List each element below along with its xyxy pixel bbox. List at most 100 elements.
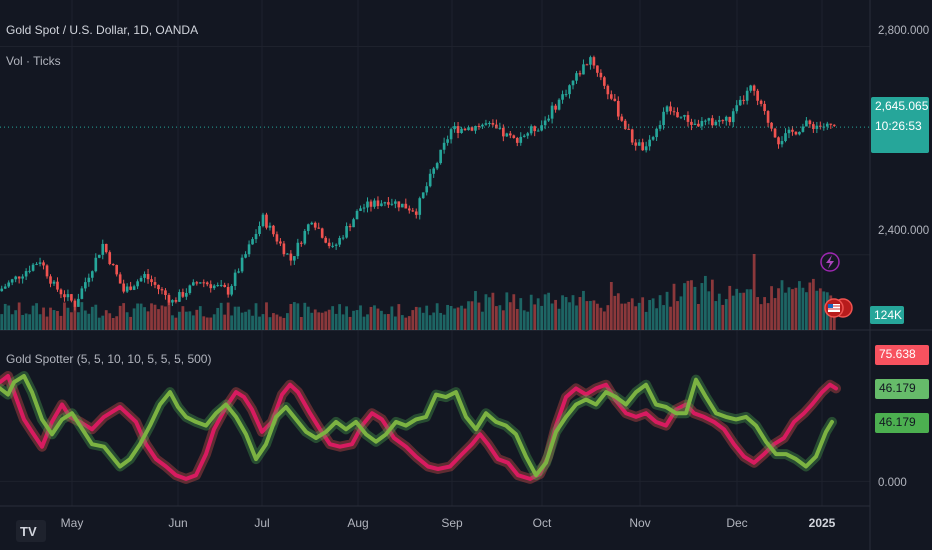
volume-bar bbox=[63, 302, 66, 330]
candle-body bbox=[832, 124, 836, 126]
price-tick-2400: 2,400.000 bbox=[878, 225, 929, 237]
candle-body bbox=[418, 198, 422, 215]
indicator-line-red bbox=[0, 374, 838, 481]
volume-bar bbox=[550, 303, 554, 330]
volume-bar bbox=[164, 306, 167, 330]
candle-body bbox=[10, 279, 14, 283]
volume-bar bbox=[798, 281, 801, 330]
us-flag-icon[interactable] bbox=[824, 298, 853, 318]
candle-body bbox=[118, 274, 122, 284]
volume-bar bbox=[498, 305, 502, 330]
volume-bar bbox=[320, 312, 324, 330]
candle-body bbox=[223, 284, 226, 288]
volume-bar bbox=[292, 302, 296, 330]
volume-bar bbox=[599, 307, 603, 330]
volume-bar bbox=[334, 313, 338, 330]
candle-body bbox=[731, 111, 735, 123]
volume-bar bbox=[540, 305, 544, 330]
volume-bar bbox=[17, 302, 21, 330]
candle-body bbox=[596, 65, 599, 73]
volume-bar bbox=[693, 286, 697, 330]
candle-body bbox=[205, 282, 209, 285]
volume-bar bbox=[70, 312, 73, 330]
volume-bar bbox=[66, 307, 70, 330]
volume-bar bbox=[439, 312, 443, 330]
candle-body bbox=[348, 226, 352, 228]
indicator-line-green bbox=[0, 374, 834, 478]
volume-bar bbox=[83, 310, 87, 330]
lightning-event-icon[interactable] bbox=[820, 252, 840, 272]
candle-body bbox=[369, 201, 373, 207]
volume-bar bbox=[341, 314, 345, 330]
candle-body bbox=[167, 295, 171, 303]
candle-body bbox=[669, 106, 672, 112]
price-tick-2800: 2,800.000 bbox=[878, 25, 929, 37]
candle-body bbox=[7, 282, 11, 287]
candle-body bbox=[268, 225, 272, 228]
volume-legend[interactable]: Vol · Ticks bbox=[6, 54, 61, 68]
volume-bar bbox=[94, 304, 98, 330]
candle-body bbox=[568, 85, 571, 95]
candle-body bbox=[258, 226, 261, 234]
volume-bar bbox=[383, 314, 387, 330]
candle-body bbox=[320, 228, 324, 238]
candle-body bbox=[261, 214, 265, 227]
volume-bar bbox=[348, 316, 352, 330]
candle-body bbox=[341, 237, 345, 239]
candle-body bbox=[585, 64, 589, 66]
volume-bar bbox=[359, 305, 362, 330]
symbol-title[interactable]: Gold Spot / U.S. Dollar, 1D, OANDA bbox=[6, 23, 199, 37]
candle-body bbox=[212, 285, 216, 289]
candle-body bbox=[599, 72, 603, 78]
candle-body bbox=[582, 64, 585, 75]
candle-body bbox=[52, 281, 56, 284]
candle-body bbox=[230, 285, 233, 295]
volume-bar bbox=[728, 285, 732, 330]
candle-body bbox=[373, 200, 376, 207]
volume-bar bbox=[303, 302, 307, 330]
volume-bar bbox=[73, 306, 77, 330]
volume-bar bbox=[742, 292, 746, 330]
volume-bar bbox=[184, 311, 188, 330]
candle-body bbox=[540, 125, 543, 131]
candle-body bbox=[822, 126, 826, 128]
volume-bar bbox=[56, 310, 59, 330]
candle-body bbox=[192, 282, 195, 286]
volume-bar bbox=[690, 280, 693, 330]
volume-bar bbox=[745, 289, 749, 330]
volume-bar bbox=[226, 302, 230, 330]
volume-bar bbox=[804, 292, 808, 330]
candle-body bbox=[414, 211, 418, 215]
candle-body bbox=[432, 168, 435, 174]
time-axis[interactable]: May Jun Jul Aug Sep Oct Nov Dec 2025 bbox=[61, 516, 836, 530]
candle-body bbox=[275, 234, 279, 242]
candle-body bbox=[717, 120, 721, 122]
candle-body bbox=[529, 126, 533, 134]
volume-bar bbox=[721, 304, 725, 330]
candle-body bbox=[603, 77, 606, 86]
volume-bar bbox=[366, 314, 369, 330]
volume-bar bbox=[651, 298, 655, 330]
volume-bar bbox=[791, 289, 794, 330]
volume-bar bbox=[724, 299, 728, 330]
volume-bar bbox=[714, 301, 718, 330]
candle-body bbox=[195, 282, 199, 284]
candle-body bbox=[73, 300, 77, 307]
candle-body bbox=[453, 126, 456, 130]
tradingview-logo[interactable]: TV bbox=[16, 520, 46, 542]
volume-bar bbox=[202, 316, 206, 330]
candle-body bbox=[756, 90, 759, 101]
price-axis[interactable]: 2,800.000 2,400.000 0.000 bbox=[878, 25, 929, 489]
indicator-legend[interactable]: Gold Spotter (5, 5, 10, 10, 5, 5, 5, 500… bbox=[6, 352, 212, 366]
svg-text:TV: TV bbox=[20, 524, 37, 539]
candle-body bbox=[359, 208, 362, 211]
candle-body bbox=[421, 192, 425, 199]
candle-body bbox=[188, 285, 192, 293]
time-label: Sep bbox=[441, 516, 463, 530]
volume-bar bbox=[345, 306, 348, 330]
candle-body bbox=[310, 222, 314, 225]
candle-body bbox=[226, 287, 230, 295]
candle-body bbox=[766, 111, 770, 123]
volume-bar bbox=[272, 313, 275, 330]
